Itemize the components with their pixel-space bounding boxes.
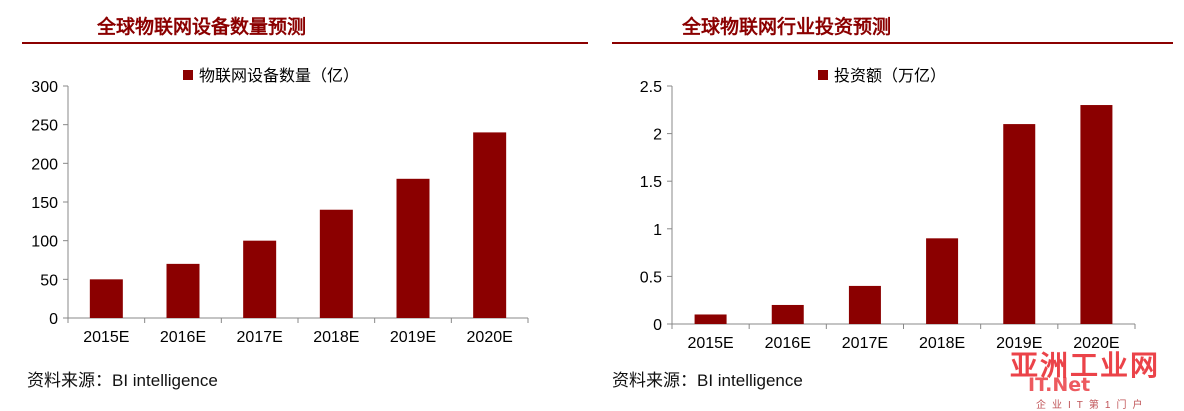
legend-label: 物联网设备数量（亿）	[199, 66, 359, 85]
watermark-title: 亚洲工业网	[1010, 349, 1161, 382]
bar	[694, 314, 727, 324]
title-divider	[22, 42, 588, 44]
y-tick-label: 0	[653, 317, 662, 334]
chart-panel-investment: 全球物联网行业投资预测 0 0.5 1 1.5 2 2.5 2015E 2016E 2017E 2…	[592, 0, 1184, 411]
bar	[473, 132, 507, 318]
bar	[89, 279, 123, 318]
chart-panel-device-count: 全球物联网设备数量预测 0 50 100 150 200 250 300 2015E 2016E…	[22, 16, 588, 390]
y-tick-label: 150	[31, 195, 58, 212]
y-tick-label: 300	[31, 79, 58, 96]
legend-swatch	[818, 70, 828, 80]
bar-chart-investment: 0 0.5 1 1.5 2 2.5 2015E 2016E 2017E 2018E 2019E 202…	[640, 66, 1136, 352]
bar	[243, 240, 277, 318]
y-tick-label: 0	[49, 311, 58, 328]
x-tick-label: 2017E	[842, 335, 888, 352]
title-divider	[612, 42, 1173, 44]
chart-title: 全球物联网设备数量预测	[97, 16, 307, 38]
y-tick-label: 1	[653, 222, 662, 239]
x-tick-label: 2020E	[467, 329, 513, 346]
y-tick-label: 200	[31, 156, 58, 173]
source-note: 资料来源：BI intelligence	[612, 371, 803, 390]
watermark-tagline: 企业IT第1门户	[1036, 400, 1149, 411]
x-tick-label: 2015E	[83, 329, 129, 346]
bar	[396, 178, 430, 318]
legend-swatch	[183, 70, 193, 80]
legend-label: 投资额（万亿）	[834, 66, 946, 85]
y-tick-label: 250	[31, 118, 58, 135]
bar	[1080, 105, 1113, 324]
y-tick-label: 100	[31, 234, 58, 251]
x-tick-label: 2016E	[160, 329, 206, 346]
y-tick-label: 2.5	[640, 79, 662, 96]
watermark-logo: 亚洲工业网 IT.Net 企业IT第1门户	[1010, 344, 1180, 411]
x-tick-label: 2019E	[390, 329, 436, 346]
bar-chart-device-count: 0 50 100 150 200 250 300 2015E 2016E 2017E 2018E 20…	[31, 66, 529, 346]
bar	[926, 238, 959, 324]
y-tick-label: 1.5	[640, 174, 662, 191]
y-tick-label: 2	[653, 127, 662, 144]
watermark-mark: IT.Net	[1028, 374, 1091, 396]
x-tick-label: 2016E	[765, 335, 811, 352]
bar	[771, 304, 804, 324]
bar	[166, 263, 200, 318]
x-tick-label: 2018E	[313, 329, 359, 346]
chart-title: 全球物联网行业投资预测	[682, 16, 892, 38]
x-tick-label: 2017E	[237, 329, 283, 346]
bar	[319, 209, 353, 318]
bar	[848, 285, 881, 324]
y-tick-label: 50	[40, 272, 58, 289]
x-tick-label: 2015E	[687, 335, 733, 352]
source-note: 资料来源：BI intelligence	[27, 371, 218, 390]
y-tick-label: 0.5	[640, 269, 662, 286]
x-tick-label: 2019E	[996, 335, 1042, 352]
bar	[1003, 124, 1036, 324]
x-tick-label: 2018E	[919, 335, 965, 352]
x-tick-label: 2020E	[1073, 335, 1119, 352]
